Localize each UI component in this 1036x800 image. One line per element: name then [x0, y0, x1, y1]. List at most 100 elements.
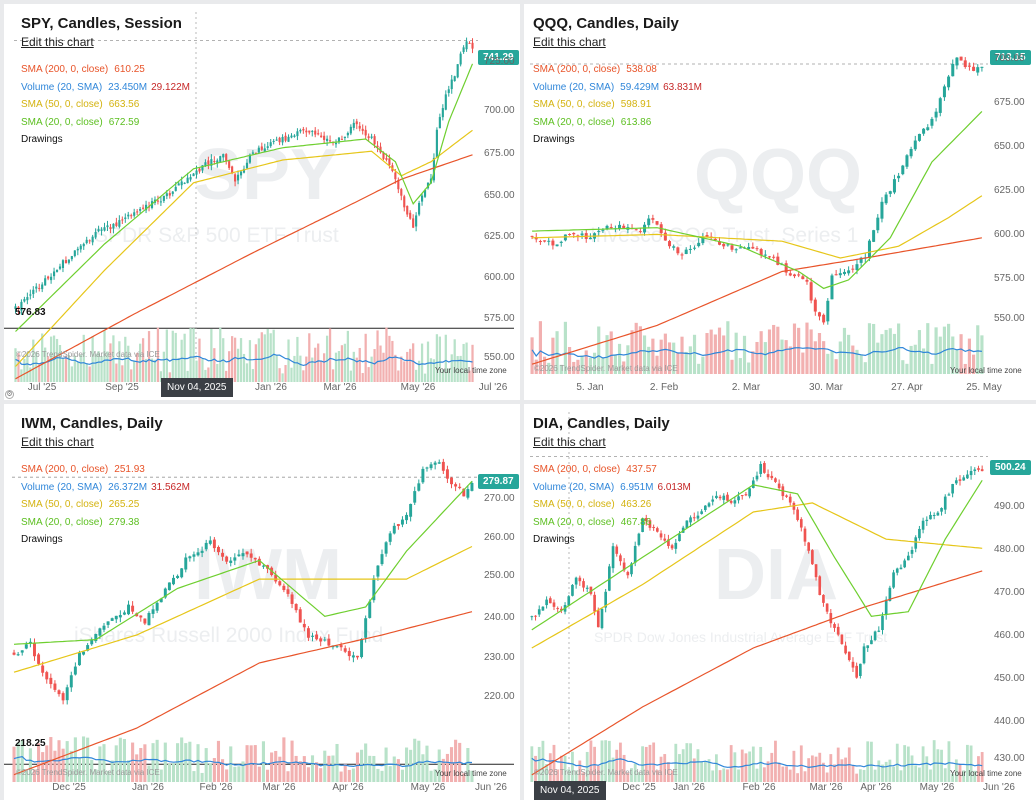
candle-body: [70, 256, 73, 260]
volume-bar: [717, 327, 722, 374]
candle-body: [351, 655, 355, 658]
iwm-chart-panel[interactable]: IWM iShares Russell 2000 Index Fund IWM,…: [4, 404, 520, 800]
x-tick-label: Jun '26: [475, 782, 507, 793]
legend-row[interactable]: Volume (20, SMA) 23.450M 29.122M: [21, 79, 190, 97]
volume-bar: [563, 321, 567, 374]
legend-row[interactable]: SMA (50, 0, close) 663.56: [21, 96, 190, 114]
candle-body: [560, 608, 563, 611]
candle-body: [406, 205, 409, 215]
candle-body: [290, 594, 294, 604]
volume-bar: [567, 769, 571, 782]
legend-row[interactable]: SMA (50, 0, close) 463.26: [533, 496, 691, 514]
volume-bar: [195, 360, 198, 382]
volume-bar: [722, 335, 726, 374]
candle-body: [396, 524, 400, 527]
volume-bar: [548, 753, 552, 782]
candle-body: [400, 189, 403, 196]
legend-row[interactable]: SMA (50, 0, close) 265.25: [21, 496, 190, 514]
candle-body: [79, 245, 82, 250]
legend-row[interactable]: Volume (20, SMA) 6.951M 6.013M: [533, 479, 691, 497]
volume-bar: [133, 360, 136, 382]
volume-bar: [372, 755, 376, 782]
candle-body: [844, 645, 847, 654]
legend-row[interactable]: SMA (200, 0, close) 538.08: [533, 61, 702, 79]
legend-row[interactable]: Drawings: [533, 131, 702, 149]
legend-row[interactable]: SMA (20, 0, close) 672.59: [21, 114, 190, 132]
edit-chart-link[interactable]: Edit this chart: [533, 35, 606, 49]
volume-bar: [216, 740, 221, 782]
volume-sma-line: [15, 353, 473, 367]
candle-body: [450, 79, 453, 90]
spy-chart-panel[interactable]: SPY SPDR S&P 500 ETF Trust SPY, Candles,…: [4, 4, 520, 400]
legend-row[interactable]: SMA (200, 0, close) 610.25: [21, 61, 190, 79]
volume-bar: [538, 321, 542, 374]
volume-bar: [788, 346, 792, 374]
volume-bar: [308, 333, 311, 382]
legend-row[interactable]: SMA (200, 0, close) 437.57: [533, 461, 691, 479]
volume-bar: [829, 754, 833, 782]
dia-chart-panel[interactable]: DIA SPDR Dow Jones Industrial Average ET…: [524, 404, 1036, 800]
candle-body: [881, 615, 884, 631]
volume-bar: [150, 358, 154, 382]
price-plot[interactable]: [4, 4, 520, 400]
candle-body: [840, 634, 844, 645]
candle-body: [242, 168, 246, 173]
local-time-zone[interactable]: Your local time zone: [435, 366, 507, 375]
qqq-chart-panel[interactable]: QQQ Invesco QQQ Trust, Series 1 QQQ, Can…: [524, 4, 1036, 400]
volume-bar: [767, 329, 772, 374]
legend-row[interactable]: SMA (20, 0, close) 279.38: [21, 514, 190, 532]
edit-chart-link[interactable]: Edit this chart: [21, 35, 94, 49]
candle-body: [254, 152, 257, 154]
volume-bar: [685, 743, 689, 782]
legend-row[interactable]: SMA (20, 0, close) 613.86: [533, 114, 702, 132]
candle-body: [124, 217, 127, 219]
candle-body: [239, 171, 243, 176]
candle-body: [76, 248, 79, 251]
legend-row[interactable]: SMA (50, 0, close) 598.91: [533, 96, 702, 114]
candle-body: [755, 248, 759, 250]
candle-body: [201, 165, 204, 171]
legend-row[interactable]: Volume (20, SMA) 59.429M 63.831M: [533, 79, 702, 97]
settings-icon[interactable]: ⚙: [5, 390, 14, 399]
volume-bar: [131, 742, 135, 782]
legend-row[interactable]: Volume (20, SMA) 26.372M 31.562M: [21, 479, 190, 497]
legend-label: SMA (20, 0, close): [21, 116, 103, 128]
local-time-zone[interactable]: Your local time zone: [435, 769, 507, 778]
candle-body: [822, 594, 825, 603]
edit-chart-link[interactable]: Edit this chart: [21, 435, 94, 449]
legend-row[interactable]: Drawings: [21, 131, 190, 149]
price-plot[interactable]: [524, 404, 1036, 800]
volume-bar: [225, 769, 229, 782]
volume-bar: [858, 769, 862, 782]
volume-bar: [69, 750, 73, 782]
local-time-zone[interactable]: Your local time zone: [950, 366, 1022, 375]
candle-body: [293, 135, 296, 137]
candle-body: [555, 244, 559, 247]
volume-bar: [417, 740, 421, 782]
edit-chart-link[interactable]: Edit this chart: [533, 435, 606, 449]
candle-body: [943, 496, 947, 510]
candle-body: [82, 651, 86, 655]
candle-body: [245, 162, 249, 169]
volume-bar: [85, 363, 88, 382]
volume-bar: [254, 344, 257, 382]
price-plot[interactable]: [4, 404, 520, 800]
candle-body: [929, 514, 932, 520]
legend-row[interactable]: SMA (20, 0, close) 467.86: [533, 514, 691, 532]
legend-row[interactable]: SMA (200, 0, close) 251.93: [21, 461, 190, 479]
legend-label: SMA (200, 0, close): [21, 464, 109, 475]
legend-row[interactable]: Drawings: [21, 531, 190, 549]
volume-bar: [676, 352, 680, 374]
candle-body: [33, 642, 36, 657]
volume-bar: [219, 327, 222, 382]
local-time-zone[interactable]: Your local time zone: [950, 769, 1022, 778]
volume-bar: [415, 369, 418, 382]
candle-body: [817, 312, 821, 317]
candle-body: [905, 155, 909, 167]
price-plot[interactable]: [524, 4, 1036, 400]
candle-body: [456, 64, 459, 78]
y-tick-label: 550.00: [484, 352, 515, 363]
candle-body: [578, 577, 582, 582]
volume-bar: [106, 770, 110, 782]
legend-row[interactable]: Drawings: [533, 531, 691, 549]
